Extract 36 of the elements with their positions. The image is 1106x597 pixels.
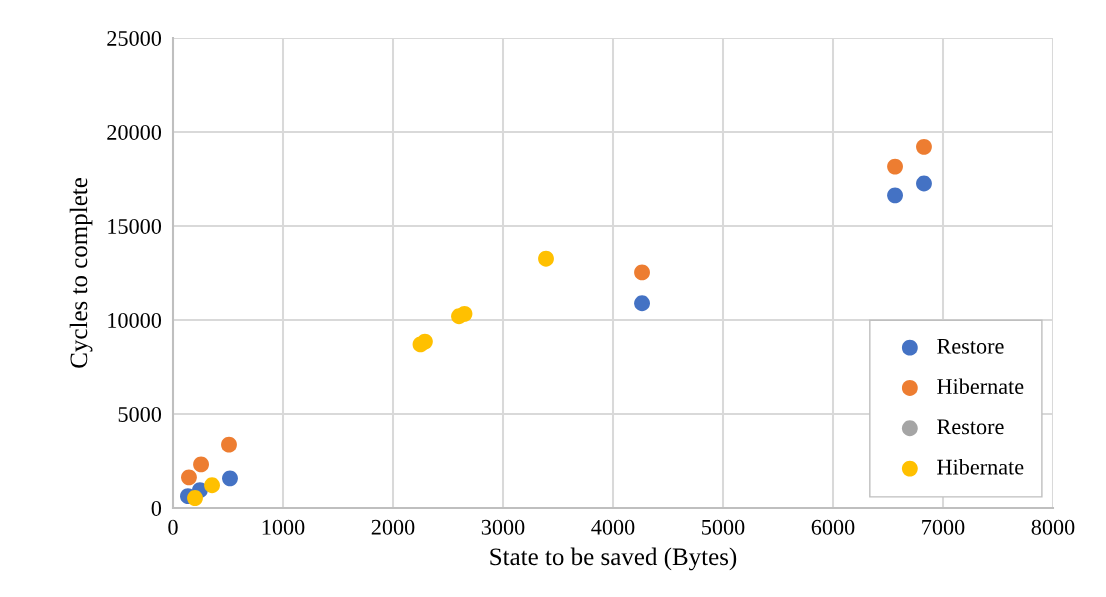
x-tick-label: 4000 (591, 519, 635, 535)
x-axis-title: State to be saved (Bytes) (490, 547, 737, 571)
point (916, 175, 932, 192)
y-tick-label: 10000 (108, 312, 162, 328)
point (634, 295, 650, 312)
y-tick-label: 15000 (108, 218, 162, 234)
point (204, 477, 220, 494)
point (222, 470, 238, 487)
point (456, 305, 473, 322)
x-tick-label: 8000 (1031, 519, 1075, 535)
y-axis-title: Cycles to complete (69, 178, 93, 368)
y-tick-label: 25000 (107, 30, 162, 46)
point (887, 187, 903, 204)
legend-label: Restore (937, 419, 1004, 435)
x-tick-label: 6000 (811, 519, 855, 535)
point (538, 250, 554, 267)
x-tick-label: 7000 (922, 519, 965, 535)
legend-label: Restore (937, 338, 1004, 354)
y-tick-label: 0 (151, 500, 162, 516)
x-tick-label: 3000 (481, 519, 525, 535)
legend-label: Hibernate (937, 378, 1024, 395)
y-tick-label: 20000 (107, 124, 162, 140)
point (187, 490, 203, 506)
x-tick-label: 1000 (262, 519, 305, 535)
point (416, 333, 433, 350)
point (221, 436, 237, 453)
x-tick-label: 0 (168, 519, 178, 535)
legend-label: Hibernate (937, 458, 1024, 475)
point (634, 264, 650, 281)
point (181, 469, 197, 486)
y-tick-label: 5000 (118, 406, 162, 422)
point (887, 158, 903, 175)
point (193, 456, 209, 473)
x-tick-label: 2000 (371, 519, 415, 535)
x-tick-label: 5000 (702, 519, 745, 535)
point (916, 138, 932, 155)
